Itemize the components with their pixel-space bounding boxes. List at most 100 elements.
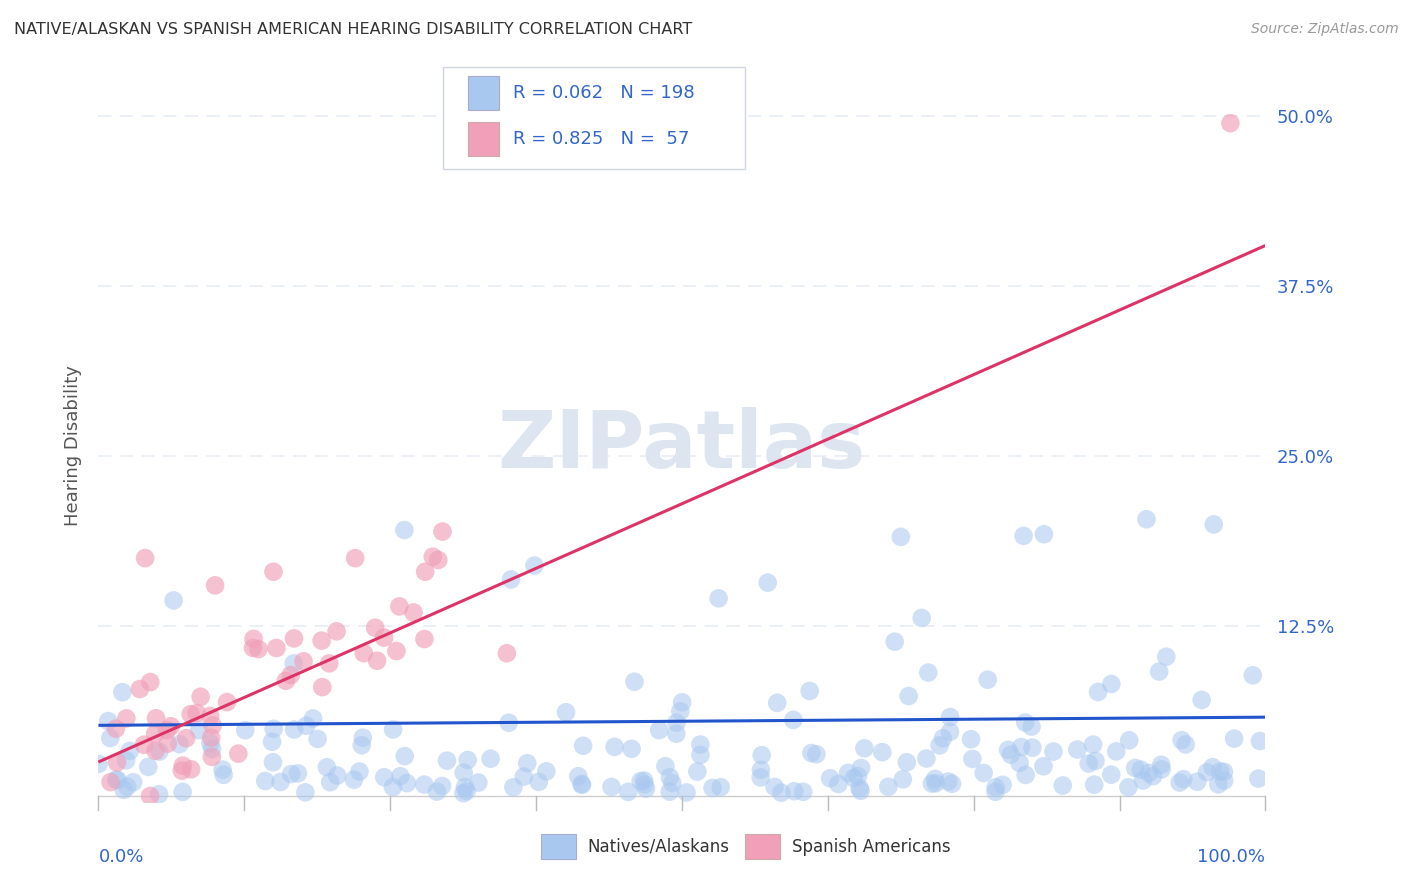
Point	[427, 553, 450, 567]
Point	[634, 781, 657, 796]
Point	[600, 780, 623, 794]
Point	[262, 735, 284, 749]
Point	[422, 549, 444, 564]
Point	[454, 780, 477, 794]
Point	[115, 780, 138, 794]
Point	[204, 578, 226, 592]
Point	[112, 782, 135, 797]
Point	[1084, 754, 1107, 768]
Point	[897, 689, 920, 703]
Point	[430, 779, 453, 793]
Point	[523, 558, 546, 573]
Point	[280, 767, 302, 781]
Point	[1129, 763, 1152, 777]
Point	[432, 524, 454, 539]
Point	[174, 731, 197, 746]
Point	[188, 723, 211, 738]
Point	[349, 764, 371, 779]
Point	[658, 784, 681, 798]
Point	[456, 784, 478, 798]
Point	[200, 736, 222, 750]
Point	[350, 738, 373, 752]
Point	[1241, 668, 1264, 682]
Point	[1052, 779, 1074, 793]
Point	[921, 776, 943, 790]
Point	[498, 715, 520, 730]
Point	[991, 778, 1014, 792]
Point	[702, 780, 724, 795]
Point	[326, 768, 349, 782]
Point	[172, 758, 194, 772]
Point	[132, 738, 155, 752]
Point	[169, 737, 191, 751]
Point	[502, 780, 524, 795]
Point	[212, 768, 235, 782]
Point	[555, 706, 578, 720]
Point	[917, 665, 939, 680]
Point	[883, 634, 905, 648]
Point	[911, 611, 934, 625]
Point	[932, 731, 955, 746]
Point	[603, 739, 626, 754]
Point	[837, 765, 859, 780]
Point	[984, 780, 1007, 795]
Point	[818, 772, 841, 786]
Point	[128, 682, 150, 697]
Point	[1147, 665, 1170, 679]
Point	[180, 762, 202, 776]
Point	[1081, 738, 1104, 752]
Point	[105, 772, 128, 787]
Point	[118, 744, 141, 758]
Point	[100, 775, 122, 789]
Point	[242, 640, 264, 655]
Point	[1223, 731, 1246, 746]
Text: R = 0.062   N = 198: R = 0.062 N = 198	[513, 84, 695, 102]
Point	[382, 723, 405, 737]
Point	[344, 551, 367, 566]
Point	[1135, 512, 1157, 526]
Text: ZIPatlas: ZIPatlas	[498, 407, 866, 485]
Point	[201, 718, 224, 732]
Point	[1195, 765, 1218, 780]
Point	[352, 731, 374, 745]
Point	[413, 565, 436, 579]
Point	[134, 551, 156, 566]
Point	[654, 759, 676, 773]
Point	[890, 530, 912, 544]
Point	[283, 723, 305, 737]
Point	[1219, 116, 1241, 130]
Point	[453, 765, 475, 780]
Point	[457, 753, 479, 767]
Point	[848, 781, 870, 796]
Point	[977, 673, 1000, 687]
Point	[200, 709, 222, 723]
Point	[567, 769, 589, 783]
Point	[190, 690, 212, 704]
Point	[941, 777, 963, 791]
Point	[162, 593, 184, 607]
Point	[536, 764, 558, 779]
Point	[783, 784, 806, 798]
Point	[928, 739, 950, 753]
Point	[1168, 775, 1191, 789]
Point	[479, 752, 502, 766]
Text: R = 0.825   N =  57: R = 0.825 N = 57	[513, 130, 689, 148]
Point	[366, 654, 388, 668]
Point	[87, 756, 110, 771]
Point	[782, 713, 804, 727]
Point	[749, 763, 772, 777]
Point	[630, 774, 652, 789]
Text: Source: ZipAtlas.com: Source: ZipAtlas.com	[1251, 22, 1399, 37]
Point	[1021, 740, 1043, 755]
Point	[1032, 759, 1054, 773]
Point	[1118, 733, 1140, 747]
Point	[751, 748, 773, 763]
Point	[827, 777, 849, 791]
Point	[1077, 756, 1099, 771]
Point	[270, 775, 292, 789]
Point	[343, 772, 366, 787]
Point	[170, 764, 193, 778]
Point	[115, 711, 138, 725]
Point	[97, 714, 120, 728]
Point	[800, 746, 823, 760]
